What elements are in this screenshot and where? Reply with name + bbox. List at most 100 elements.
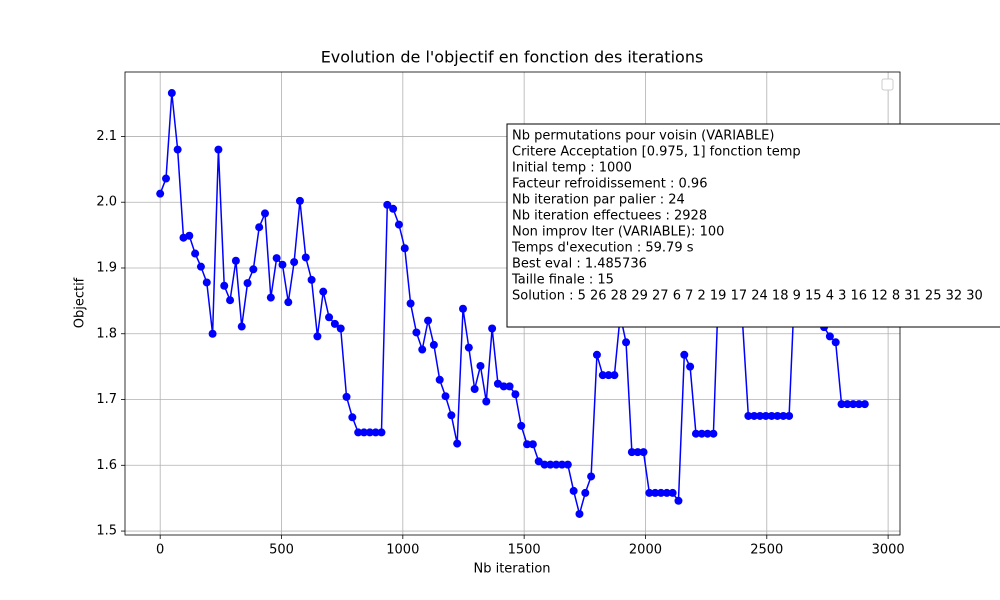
data-point [837, 400, 846, 409]
data-point [622, 338, 631, 347]
data-point [523, 440, 532, 449]
data-point [645, 488, 654, 497]
x-tick-label: 0 [156, 543, 164, 558]
data-point [284, 298, 293, 307]
data-point [517, 421, 526, 430]
data-point [191, 249, 200, 258]
data-point [307, 275, 316, 284]
annotation-line: Facteur refroidissement : 0.96 [512, 177, 707, 192]
data-point [825, 332, 834, 341]
data-point [557, 460, 566, 469]
data-point [185, 231, 194, 240]
data-point [656, 488, 665, 497]
y-tick-label: 1.6 [96, 458, 117, 473]
annotation-box [506, 123, 1000, 328]
data-point [412, 328, 421, 337]
data-point [744, 411, 753, 420]
x-axis-label: Nb iteration [473, 562, 550, 577]
data-point [662, 488, 671, 497]
data-point [604, 371, 613, 380]
x-tick-label: 1500 [508, 543, 541, 558]
annotation-line: Initial temp : 1000 [512, 161, 632, 176]
data-point [569, 486, 578, 495]
data-point [750, 411, 759, 420]
data-point [162, 174, 171, 183]
data-point [348, 413, 357, 422]
data-point [156, 189, 165, 198]
y-tick-label: 1.5 [96, 524, 117, 539]
data-point [418, 345, 427, 354]
annotation-line: Nb iteration par palier : 24 [512, 193, 685, 208]
x-tick-label: 1000 [386, 543, 419, 558]
data-point [354, 428, 363, 437]
data-point [587, 472, 596, 481]
data-point [400, 244, 409, 253]
data-point [325, 313, 334, 322]
data-point [231, 256, 240, 265]
data-point [610, 371, 619, 380]
data-point [499, 382, 508, 391]
data-point [668, 488, 677, 497]
data-point [342, 392, 351, 401]
annotation-line: Temps d'execution : 59.79 s [511, 241, 694, 256]
data-point [406, 299, 415, 308]
y-tick-label: 1.7 [96, 392, 117, 407]
data-point [167, 89, 176, 98]
data-point [202, 278, 211, 287]
data-point [680, 350, 689, 359]
data-point [488, 324, 497, 333]
data-point [598, 371, 607, 380]
data-point [464, 343, 473, 352]
data-point [435, 375, 444, 384]
data-point [831, 338, 840, 347]
data-point [651, 488, 660, 497]
data-point [377, 428, 386, 437]
data-point [709, 429, 718, 438]
data-point [528, 440, 537, 449]
annotation-line: Taille finale : 15 [511, 273, 614, 288]
data-point [243, 279, 252, 288]
data-point [295, 196, 304, 205]
x-tick-label: 2500 [750, 543, 783, 558]
data-point [226, 296, 235, 305]
data-point [290, 258, 299, 267]
annotation-line: Nb permutations pour voisin (VARIABLE) [512, 129, 774, 144]
data-point [581, 488, 590, 497]
data-point [575, 509, 584, 518]
data-point [546, 460, 555, 469]
data-point [313, 332, 322, 341]
y-tick-label: 2.0 [96, 195, 117, 210]
data-point [633, 448, 642, 457]
annotation-line: Best eval : 1.485736 [512, 257, 647, 272]
y-axis-label: Objectif [73, 277, 88, 328]
y-tick-label: 1.8 [96, 326, 117, 341]
data-point [691, 429, 700, 438]
data-point [266, 293, 275, 302]
data-point [563, 460, 572, 469]
data-point [703, 429, 712, 438]
data-point [220, 281, 229, 290]
x-tick-label: 500 [269, 543, 294, 558]
data-point [249, 265, 258, 274]
annotation-line: Critere Acceptation [0.975, 1] fonction … [512, 145, 801, 160]
data-point [686, 362, 695, 371]
data-point [255, 223, 264, 232]
annotation-line: Nb iteration effectuees : 2928 [512, 209, 707, 224]
data-point [261, 209, 270, 218]
data-point [767, 411, 776, 420]
data-point [773, 411, 782, 420]
data-point [237, 322, 246, 331]
data-point [360, 428, 369, 437]
data-point [301, 253, 310, 262]
data-point [365, 428, 374, 437]
data-point [639, 448, 648, 457]
data-point [272, 254, 281, 263]
data-point [849, 400, 858, 409]
data-point [459, 304, 468, 313]
data-point [173, 145, 182, 154]
data-point [755, 411, 764, 420]
data-point [779, 411, 788, 420]
data-point [389, 204, 398, 213]
data-point [534, 457, 543, 466]
